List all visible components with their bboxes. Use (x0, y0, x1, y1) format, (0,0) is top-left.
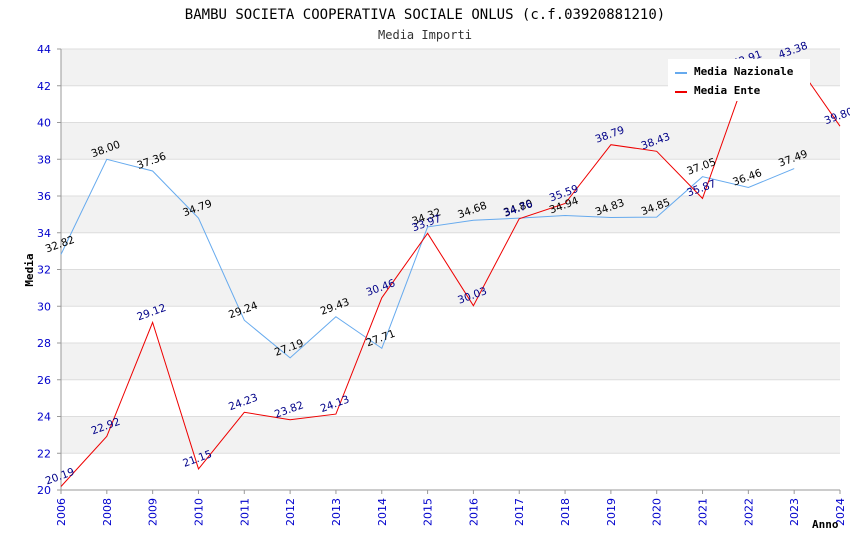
x-tick-label: 2017 (513, 498, 526, 526)
x-tick-label: 2012 (284, 498, 297, 526)
y-tick-label: 38 (37, 153, 51, 166)
y-tick-label: 26 (37, 374, 51, 387)
grid-band (61, 416, 840, 454)
y-tick-label: 44 (37, 43, 51, 56)
x-tick-label: 2018 (559, 498, 572, 526)
x-tick-label: 2019 (605, 498, 618, 526)
y-tick-label: 22 (37, 447, 51, 460)
series-line-ente (60, 59, 841, 487)
y-axis-label: Media (23, 253, 36, 286)
x-tick-label: 2014 (376, 498, 389, 526)
legend: Media Nazionale Media Ente (668, 59, 810, 101)
grid-band (61, 159, 840, 196)
x-tick-label: 2008 (101, 498, 114, 526)
x-tick-label: 2016 (467, 498, 480, 526)
x-tick-label: 2011 (238, 498, 251, 526)
y-tick-label: 42 (37, 80, 51, 93)
grid-band (61, 122, 840, 160)
x-axis-label: Anno (812, 518, 839, 531)
x-tick-label: 2020 (651, 498, 664, 526)
x-tick-label: 2022 (742, 498, 755, 526)
grid-bands (61, 48, 840, 491)
y-tick-label: 28 (37, 337, 51, 350)
x-tick-label: 2023 (788, 498, 801, 526)
grid-band (61, 453, 840, 490)
legend-box (668, 59, 810, 101)
chart-title: BAMBU SOCIETA COOPERATIVA SOCIALE ONLUS … (185, 7, 665, 23)
x-tick-label: 2010 (192, 498, 205, 526)
y-axis: 20 22 24 26 28 30 32 34 36 38 40 42 44 (37, 43, 62, 497)
legend-label-nazionale: Media Nazionale (694, 65, 794, 78)
x-tick-label: 2013 (330, 498, 343, 526)
grid-band (61, 306, 840, 343)
y-tick-label: 24 (37, 411, 51, 424)
y-tick-label: 40 (37, 117, 51, 130)
grid-band (61, 232, 840, 270)
x-tick-label: 2021 (697, 498, 710, 526)
y-tick-label: 34 (37, 227, 51, 240)
legend-label-ente: Media Ente (694, 84, 761, 97)
x-tick-label: 2015 (422, 498, 435, 526)
grid-band (61, 269, 840, 307)
y-tick-label: 32 (37, 264, 51, 277)
series-line-nazionale (60, 158, 795, 359)
chart-subtitle: Media Importi (378, 28, 472, 42)
y-tick-label: 20 (37, 484, 51, 497)
grid-band (61, 379, 840, 417)
y-tick-label: 36 (37, 190, 51, 203)
series-lines (60, 59, 841, 487)
x-tick-label: 2024 (834, 498, 847, 526)
x-axis: 2006 2008 2009 2010 2011 2012 2013 2014 2015 2016… (55, 489, 847, 526)
x-tick-label: 2009 (147, 498, 160, 526)
grid-band (61, 196, 840, 233)
x-tick-label: 2006 (55, 498, 68, 526)
y-tick-label: 30 (37, 300, 51, 313)
grid-band (61, 343, 840, 380)
